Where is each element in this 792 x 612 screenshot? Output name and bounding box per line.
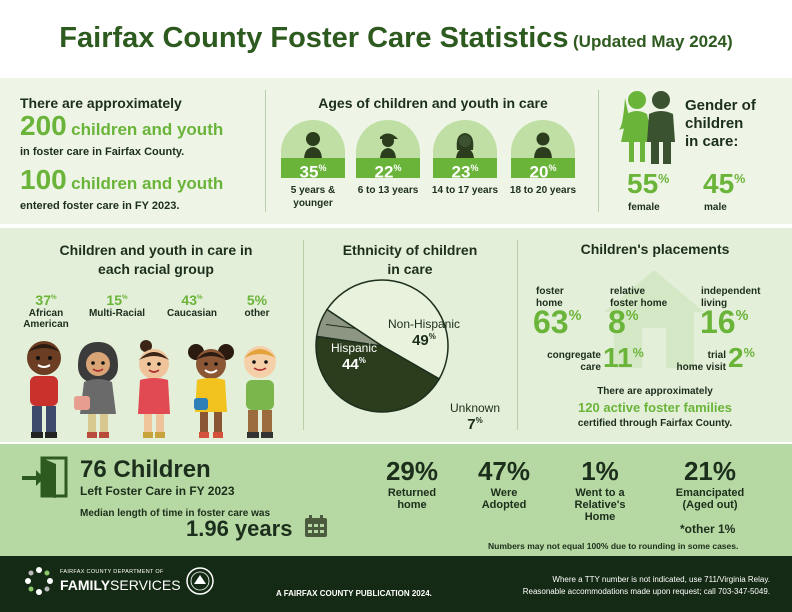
page-title: Fairfax County Foster Care Statistics (U… [0,22,792,55]
pie-label-hispanic: Hispanic [331,341,377,355]
intro-count2-sub: entered foster care in FY 2023. [20,200,180,212]
ethnicity-heading: Ethnicity of children in care [342,242,478,277]
placement-independent-label: independent living [701,286,761,309]
pie-slice-hispanic [315,335,441,413]
racial-group-2: 43% Caucasian [166,292,218,319]
house-icon [604,270,704,368]
pie-label-unknown: Unknown [450,401,500,415]
divider [265,90,266,212]
title-subtitle: (Updated May 2024) [573,32,733,51]
footer [0,556,792,612]
intro-count1-sub: in foster care in Fairfax County. [20,146,185,158]
racial-group-3: 5% other [244,292,270,319]
toddler-icon [304,132,322,160]
pie-leader-line [325,324,357,330]
placement-congregate-value: 11% [603,342,644,373]
placement-trial-value: 2% [728,342,755,373]
age-group-0-label: 5 years & younger [290,185,336,209]
footer-org-small: FAIRFAX COUNTY DEPARTMENT OF [60,569,164,575]
pie-value-unknown: 7% [467,416,482,433]
families-lead: There are approximately [597,386,713,397]
county-seal-icon [186,567,214,595]
median-label: Median length of time in foster care was [80,508,271,519]
placement-relative-value: 8% [608,304,639,340]
intro-count1: 200 children and youth [20,110,223,142]
girl-boy-silhouette-icon [619,91,675,164]
outcome-other: *other 1% [680,522,736,536]
calendar-icon [305,515,327,537]
children-group-illustration [27,340,276,438]
intro-count2-number: 100 [20,164,67,195]
placement-independent-value: 16% [700,304,749,340]
intro-count1-number: 200 [20,110,67,141]
placement-congregate-label: congregate care [547,350,601,373]
intro-lead: There are approximately [20,95,182,111]
gender-female-value: 55% [627,168,670,199]
age-group-2-label: 14 to 17 years [431,185,499,196]
teen-girl-icon [456,133,474,160]
racial-group-1: 15% Multi-Racial [88,292,146,319]
age-group-0-value: 35% [281,158,345,178]
footer-accommodations: Reasonable accommodations made upon requ… [522,587,770,596]
racial-heading: Children and youth in care in each racia… [59,242,253,277]
gender-female-label: female [628,202,660,213]
young-adult-icon [534,132,552,160]
age-group-1: 22% [356,120,420,178]
racial-group-0: 37% African American [23,292,69,330]
outcome-emancipated: 21% Emancipated (Aged out) [675,456,745,511]
pie-slice-non-hispanic [325,279,449,380]
outcome-returned: 29% Returned home [385,456,439,511]
placement-foster-home-value: 63% [533,304,582,340]
outcome-relative: 1% Went to a Relative's Home [574,456,626,523]
placement-foster-home-label: foster home [536,286,564,309]
placement-trial-label: trial home visit [676,350,726,373]
bottom-band [0,444,792,556]
families-count: 120 active foster families [578,400,732,415]
placements-heading: Children's placements [580,241,730,257]
footer-publication: A FAIRFAX COUNTY PUBLICATION 2024. [276,589,432,598]
age-group-2: 23% [433,120,497,178]
divider [598,90,599,212]
exit-door-icon [22,456,68,498]
intro-count1-label: children and youth [71,120,224,139]
divider [303,240,304,430]
pie-label-non-hispanic: Non-Hispanic [388,317,460,331]
age-group-3: 20% [511,120,575,178]
age-group-3-value: 20% [511,158,575,178]
family-services-logo-icon [25,567,53,595]
age-group-1-label: 6 to 13 years [357,185,419,196]
age-group-1-value: 22% [356,158,420,178]
child-figure [27,341,61,438]
left-care-count: 76 Children [80,456,211,483]
rounding-note: Numbers may not equal 100% due to roundi… [488,541,739,551]
child-cap-icon [380,133,398,160]
ages-heading: Ages of children and youth in care [318,95,548,111]
divider [517,240,518,430]
intro-count2: 100 children and youth [20,164,223,196]
title-main: Fairfax County Foster Care Statistics [59,22,569,54]
median-value: 1.96 years [186,516,293,541]
gender-heading: Gender of children in care: [685,97,756,150]
age-group-3-label: 18 to 20 years [509,185,577,196]
age-group-0: 35% [281,120,345,178]
intro-count2-label: children and youth [71,174,224,193]
placement-relative-label: relative foster home [610,286,668,309]
families-sub: certified through Fairfax County. [577,418,733,429]
footer-org-name: FAMILYSERVICES [60,577,181,593]
left-care-sub: Left Foster Care in FY 2023 [80,484,235,498]
gender-male-value: 45% [703,168,746,199]
outcome-adopted: 47% Were Adopted [477,456,531,511]
gender-male-label: male [704,202,727,213]
age-group-2-value: 23% [433,158,497,178]
footer-tty: Where a TTY number is not indicated, use… [552,575,770,584]
